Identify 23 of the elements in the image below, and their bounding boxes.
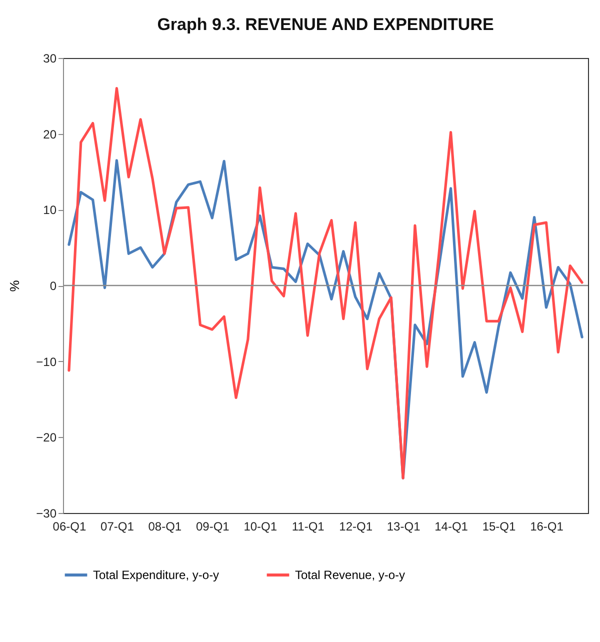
x-tick-label: 11-Q1 xyxy=(292,520,325,534)
x-tick-label: 09-Q1 xyxy=(196,520,230,534)
y-tick-label: 20 xyxy=(43,127,57,142)
x-tick-label: 15-Q1 xyxy=(482,520,516,534)
legend-label: Total Expenditure, y-o-y xyxy=(93,568,220,582)
y-tick-label: −30 xyxy=(36,506,57,520)
x-tick-label: 13-Q1 xyxy=(386,520,421,534)
x-tick-label: 10-Q1 xyxy=(244,520,278,534)
line-series xyxy=(68,87,584,480)
x-tick-label: 12-Q1 xyxy=(339,520,373,534)
y-axis-title: % xyxy=(7,280,22,292)
x-tick-label: 08-Q1 xyxy=(148,520,182,534)
x-tick-label: 14-Q1 xyxy=(434,520,468,534)
x-tick-label: 07-Q1 xyxy=(100,520,134,534)
x-tick-label: 06-Q1 xyxy=(52,520,86,534)
y-tick-label: 10 xyxy=(43,203,57,218)
x-tick-label: 16-Q1 xyxy=(530,520,564,534)
y-tick-label: 30 xyxy=(43,52,57,66)
legend-label: Total Revenue, y-o-y xyxy=(295,568,406,582)
chart-title: Graph 9.3. REVENUE AND EXPENDITURE xyxy=(157,15,494,34)
y-tick-label: −20 xyxy=(36,430,57,445)
y-tick-label: −10 xyxy=(36,354,57,369)
y-tick-label: 0 xyxy=(50,279,57,293)
